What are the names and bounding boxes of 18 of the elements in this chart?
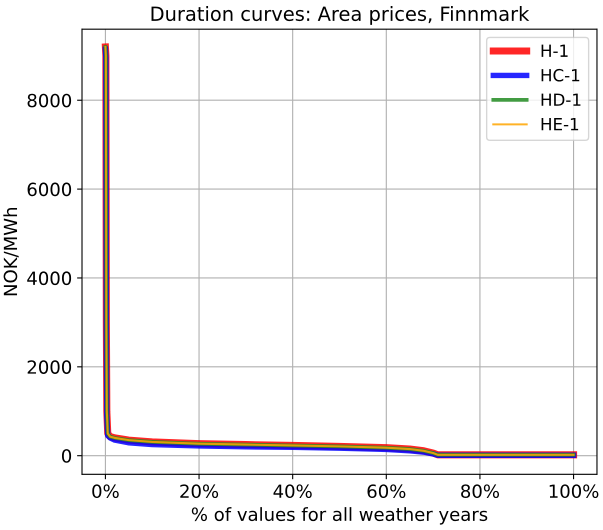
- y-axis-title: NOK/MWh: [3, 208, 19, 296]
- x-tick-label: 100%: [550, 484, 598, 498]
- y-tick-label: 6000: [28, 182, 72, 196]
- legend-label: HC-1: [542, 68, 580, 82]
- y-tick-label: 8000: [28, 94, 72, 108]
- y-tick-label: 2000: [28, 360, 72, 374]
- x-tick-label: 40%: [273, 484, 312, 498]
- x-axis-title: % of values for all weather years: [192, 507, 488, 525]
- chart-title: Duration curves: Area prices, Finnmark: [152, 6, 530, 25]
- y-tick-label: 0: [62, 449, 72, 463]
- y-tick-label: 4000: [27, 271, 72, 286]
- legend-label: HD-1: [542, 94, 580, 106]
- x-tick-label: 60%: [368, 484, 406, 498]
- x-tick-label: 80%: [461, 484, 499, 498]
- legend-label: HE-1: [542, 118, 578, 130]
- legend-label: H-1: [542, 44, 568, 57]
- x-tick-label: 0%: [92, 484, 119, 498]
- x-tick-label: 20%: [180, 484, 218, 498]
